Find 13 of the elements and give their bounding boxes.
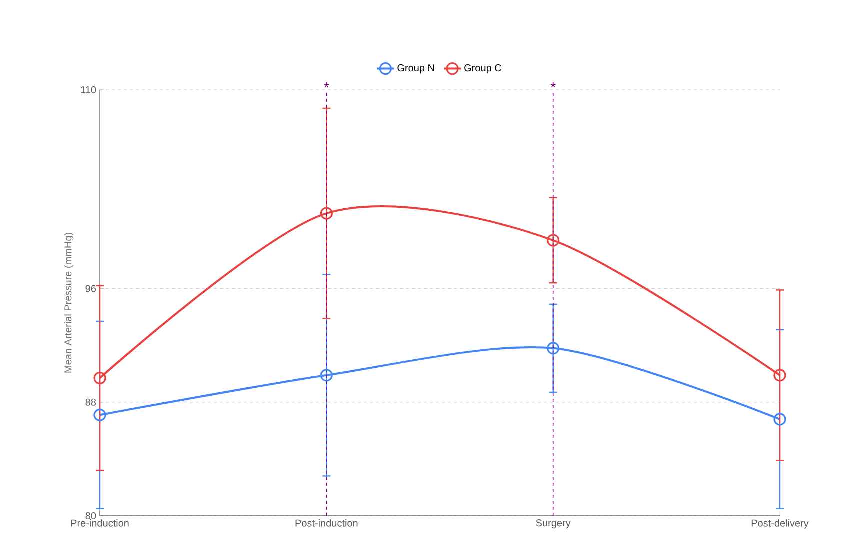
annotation: * bbox=[324, 82, 330, 88]
annotation: * bbox=[550, 82, 556, 88]
y-axis-title: Mean Arterial Pressure (mmHg) bbox=[64, 233, 74, 373]
legend-label: Group C bbox=[464, 64, 502, 74]
y-tick-label: 110 bbox=[81, 86, 96, 94]
y-tick-label: 80 bbox=[86, 512, 96, 520]
y-tick-label: 96 bbox=[86, 285, 96, 292]
x-tick-label: Pre-induction bbox=[71, 520, 129, 527]
legend-label: Group N bbox=[398, 64, 434, 74]
x-tick-label: Surgery bbox=[536, 520, 571, 529]
y-tick-label: 88 bbox=[86, 398, 96, 406]
x-tick-label: Post-induction bbox=[296, 520, 358, 527]
x-tick-label: Post-delivery bbox=[752, 520, 809, 529]
